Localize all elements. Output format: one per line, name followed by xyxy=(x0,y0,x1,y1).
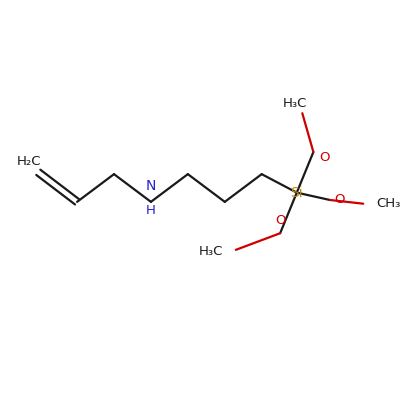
Text: N: N xyxy=(146,179,156,193)
Text: Si: Si xyxy=(290,186,303,200)
Text: O: O xyxy=(275,214,286,226)
Text: O: O xyxy=(334,194,345,206)
Text: H: H xyxy=(146,204,156,217)
Text: CH₃: CH₃ xyxy=(376,197,400,210)
Text: H₃C: H₃C xyxy=(198,245,223,258)
Text: O: O xyxy=(319,151,330,164)
Text: H₂C: H₂C xyxy=(17,156,41,168)
Text: H₃C: H₃C xyxy=(283,96,307,110)
